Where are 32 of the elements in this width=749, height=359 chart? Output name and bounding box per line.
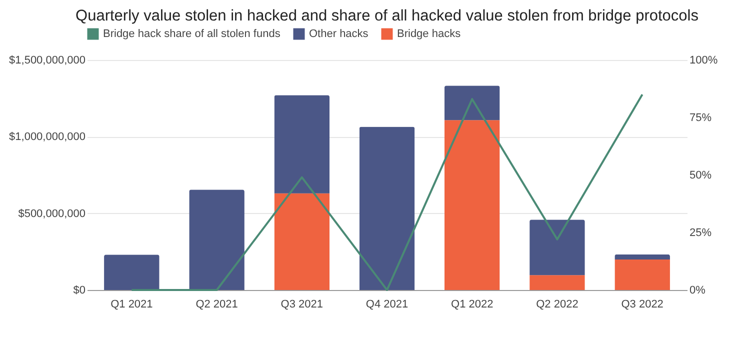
legend-label: Bridge hack share of all stolen funds xyxy=(103,28,281,40)
y-tick-label: $0 xyxy=(73,284,86,296)
bar xyxy=(274,95,330,194)
bar xyxy=(530,275,585,290)
chart-title: Quarterly value stolen in hacked and share of all hacked value stolen from bridge protocols xyxy=(76,8,699,24)
y2-tick-label: 25% xyxy=(690,227,712,239)
legend-label: Other hacks xyxy=(309,28,369,40)
bar xyxy=(614,259,670,290)
x-tick-label: Q3 2022 xyxy=(621,298,664,310)
y-tick-label: $1,500,000,000 xyxy=(9,54,86,66)
y-tick-label: $1,000,000,000 xyxy=(9,131,86,144)
bar xyxy=(104,254,160,290)
x-tick-label: Q1 2021 xyxy=(110,298,153,310)
legend-label: Bridge hacks xyxy=(397,28,462,40)
x-tick-label: Q4 2021 xyxy=(366,298,408,310)
y2-tick-label: 0% xyxy=(690,284,706,296)
bar xyxy=(274,193,330,290)
bar xyxy=(444,120,500,290)
bar xyxy=(444,86,500,120)
x-tick-label: Q1 2022 xyxy=(451,298,494,310)
y-tick-label: $500,000,000 xyxy=(18,208,86,220)
bar xyxy=(189,190,244,290)
line-series xyxy=(130,94,644,291)
x-tick-label: Q3 2021 xyxy=(280,298,323,310)
y2-tick-label: 50% xyxy=(690,170,712,182)
x-tick-label: Q2 2022 xyxy=(536,298,578,310)
bar xyxy=(614,254,670,260)
y2-tick-label: 100% xyxy=(690,54,718,66)
y2-tick-label: 75% xyxy=(690,112,712,124)
x-tick-label: Q2 2021 xyxy=(196,298,238,310)
bar xyxy=(359,126,415,290)
bar xyxy=(530,220,585,276)
